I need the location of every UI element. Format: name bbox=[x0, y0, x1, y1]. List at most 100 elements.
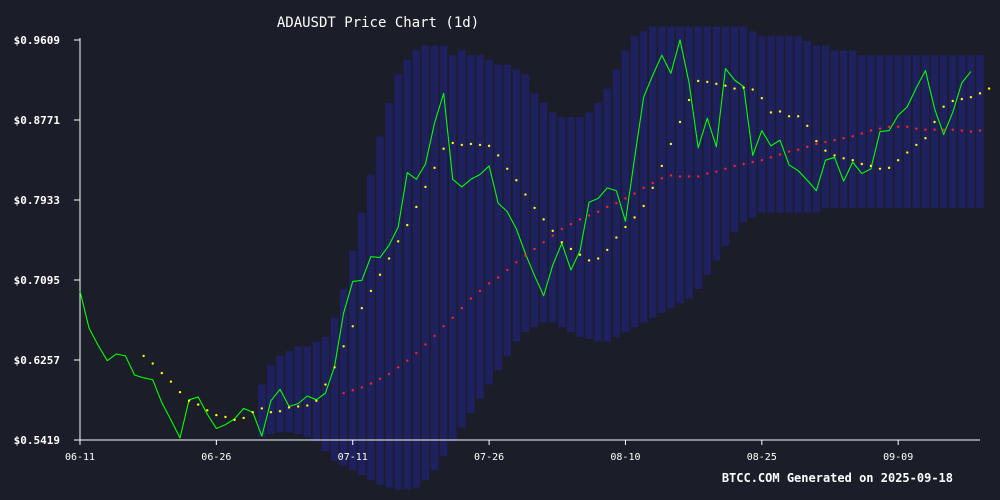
band-bar bbox=[767, 36, 775, 213]
band-bar bbox=[585, 112, 593, 339]
x-tick-label: 07-26 bbox=[474, 452, 504, 463]
short-ma-point bbox=[824, 149, 827, 152]
band-bar bbox=[394, 74, 402, 490]
long-ma-point bbox=[496, 276, 500, 279]
band-bar bbox=[348, 250, 357, 471]
short-ma-point bbox=[833, 154, 836, 157]
short-ma-point bbox=[878, 167, 882, 170]
long-ma-point bbox=[551, 234, 554, 237]
long-ma-point bbox=[378, 377, 382, 381]
band-bar bbox=[603, 88, 612, 342]
short-ma-point bbox=[987, 87, 991, 90]
long-ma-point bbox=[706, 172, 709, 175]
long-ma-point bbox=[569, 222, 573, 226]
y-tick-label: $0.8771 bbox=[14, 114, 61, 127]
short-ma-point bbox=[160, 371, 164, 375]
band-bar bbox=[885, 55, 893, 208]
long-ma-point bbox=[915, 127, 918, 130]
band-bar bbox=[412, 50, 421, 488]
band-bar bbox=[558, 117, 566, 328]
band-bar bbox=[830, 50, 839, 208]
short-ma-point bbox=[233, 418, 236, 422]
band-bar bbox=[530, 93, 539, 328]
band-bar bbox=[330, 317, 339, 461]
short-ma-point bbox=[933, 120, 936, 124]
long-ma-point bbox=[696, 175, 700, 178]
band-bar bbox=[903, 55, 912, 208]
short-ma-point bbox=[906, 151, 909, 154]
short-ma-point bbox=[260, 407, 264, 410]
long-ma-point bbox=[778, 153, 782, 156]
band-bar bbox=[630, 36, 639, 328]
band-bar bbox=[794, 36, 802, 213]
long-ma-point bbox=[960, 129, 964, 132]
short-ma-point bbox=[569, 247, 573, 251]
long-ma-point bbox=[615, 201, 618, 205]
band-bar bbox=[648, 26, 657, 318]
short-ma-point bbox=[815, 139, 818, 143]
short-ma-point bbox=[715, 82, 718, 86]
x-tick-label: 07-11 bbox=[338, 452, 368, 463]
short-ma-point bbox=[496, 154, 500, 157]
band-bar bbox=[739, 26, 748, 223]
band-bar bbox=[267, 365, 275, 435]
short-ma-point bbox=[678, 120, 682, 124]
long-ma-point bbox=[678, 175, 682, 178]
band-bar bbox=[939, 55, 948, 208]
band-bar bbox=[403, 59, 412, 490]
band-bar bbox=[921, 55, 930, 208]
band-bar bbox=[258, 384, 266, 438]
price-line bbox=[79, 39, 972, 439]
short-ma-point bbox=[515, 179, 518, 182]
band-bar bbox=[812, 45, 821, 213]
short-ma-point bbox=[178, 390, 182, 394]
long-ma-point bbox=[796, 148, 800, 151]
long-ma-point bbox=[415, 351, 418, 355]
band-bar bbox=[476, 55, 484, 399]
long-ma-point bbox=[360, 386, 364, 389]
long-ma-point bbox=[760, 158, 764, 162]
short-ma-point bbox=[524, 193, 527, 196]
long-ma-point bbox=[906, 125, 909, 128]
short-ma-point bbox=[624, 225, 627, 229]
short-ma-point bbox=[587, 259, 591, 262]
short-ma-point bbox=[887, 166, 891, 170]
long-ma-point bbox=[733, 164, 736, 168]
band-bar bbox=[694, 26, 702, 290]
short-ma-point bbox=[860, 162, 864, 166]
long-ma-point bbox=[587, 214, 591, 217]
band-bar bbox=[894, 55, 902, 208]
short-ma-point bbox=[187, 399, 191, 402]
band-bar bbox=[321, 336, 330, 452]
long-ma-point bbox=[524, 254, 527, 257]
long-ma-point bbox=[442, 325, 445, 328]
short-ma-point bbox=[778, 110, 782, 113]
long-ma-point bbox=[542, 241, 545, 244]
band-bar bbox=[421, 45, 430, 480]
long-ma-point bbox=[724, 167, 727, 170]
short-ma-point bbox=[751, 88, 754, 91]
band-bar bbox=[303, 346, 312, 438]
long-ma-point bbox=[860, 132, 864, 135]
band-bar bbox=[858, 55, 866, 208]
short-ma-point bbox=[469, 142, 473, 146]
short-ma-point bbox=[606, 248, 609, 252]
long-ma-point bbox=[824, 140, 827, 144]
band-bar bbox=[685, 26, 693, 299]
short-ma-point bbox=[978, 92, 982, 95]
band-bar bbox=[848, 50, 857, 208]
long-ma-point bbox=[833, 138, 836, 142]
y-tick-label: $0.7933 bbox=[14, 194, 60, 207]
short-ma-point bbox=[415, 205, 418, 209]
x-tick-label: 06-11 bbox=[65, 452, 95, 463]
long-ma-point bbox=[406, 359, 409, 362]
short-ma-point bbox=[478, 143, 482, 147]
band-bar bbox=[594, 102, 602, 342]
short-ma-point bbox=[533, 206, 536, 210]
band-bar bbox=[948, 55, 957, 208]
short-ma-point bbox=[960, 97, 964, 101]
band-bar bbox=[512, 69, 521, 342]
long-ma-point bbox=[478, 289, 482, 293]
long-ma-point bbox=[851, 135, 854, 138]
band-bar bbox=[930, 55, 939, 208]
